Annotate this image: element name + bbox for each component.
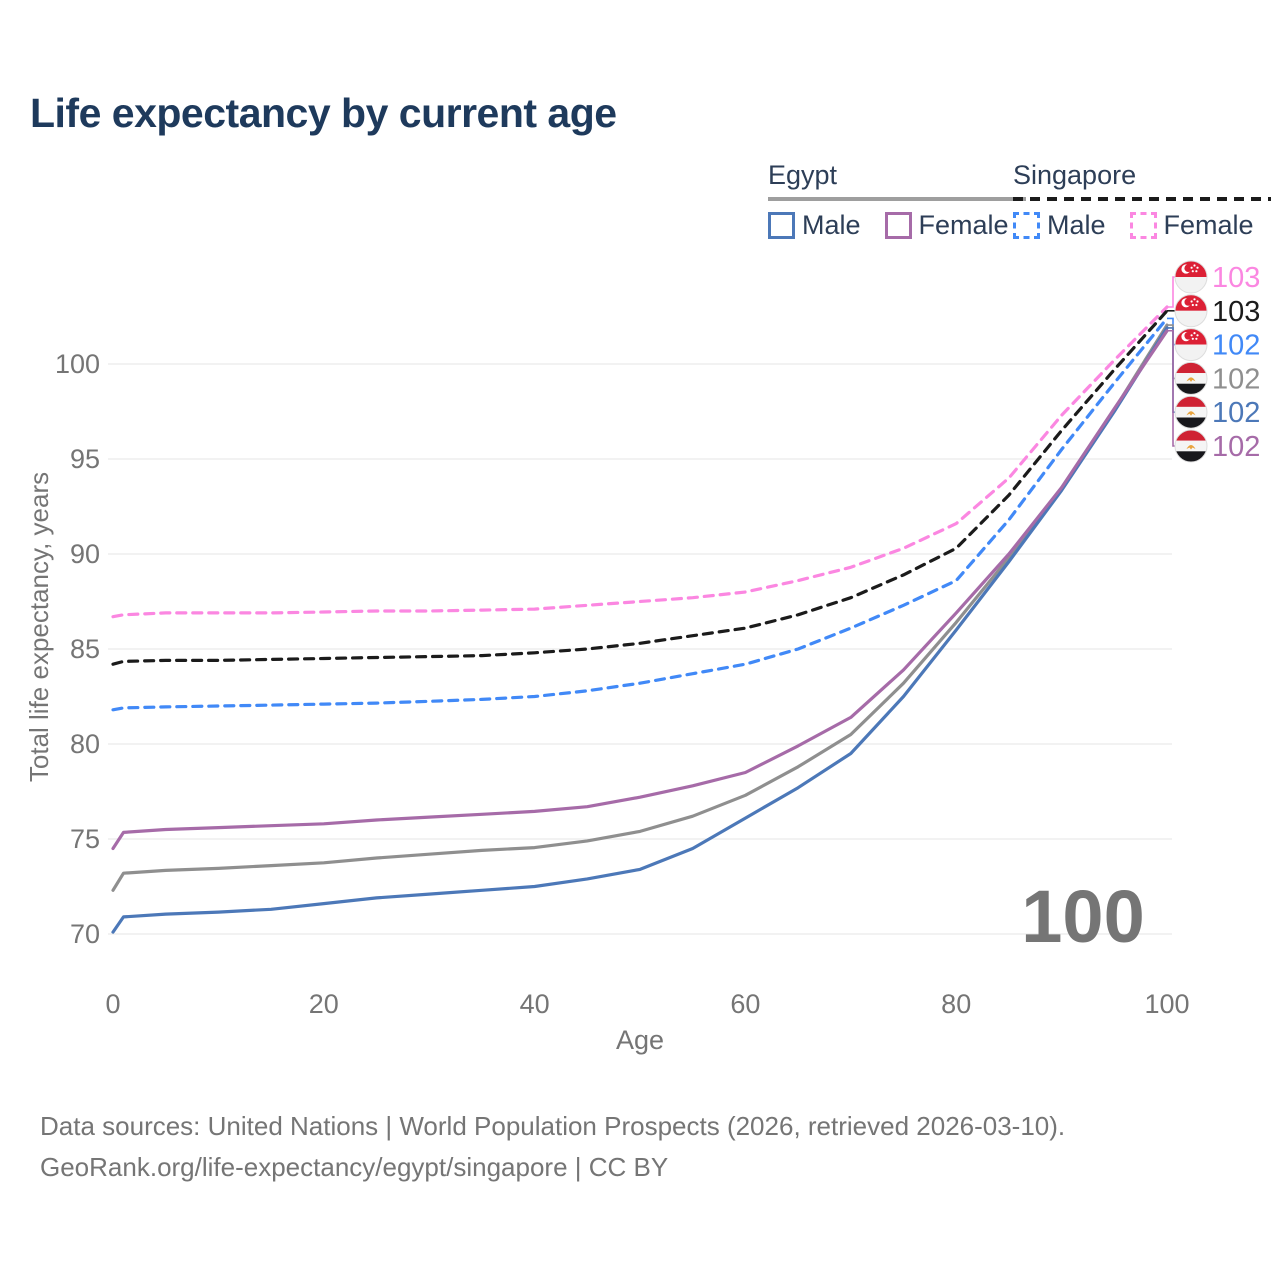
y-tick-label-95: 95 bbox=[70, 444, 100, 474]
y-tick-label-100: 100 bbox=[55, 349, 100, 379]
egypt-line-style-sample bbox=[768, 197, 1026, 201]
series-line-egypt-total[interactable] bbox=[111, 323, 1169, 892]
end-value-label-egypt-female: 102 bbox=[1212, 431, 1260, 463]
legend-heading-singapore: Singapore bbox=[1013, 160, 1137, 190]
x-tick-label-40: 40 bbox=[520, 989, 550, 1019]
flag-icon-eg bbox=[1174, 361, 1208, 395]
singapore-male-label: Male bbox=[1047, 210, 1106, 240]
hover-age-watermark: 100 bbox=[1021, 875, 1144, 958]
egypt-female-checkbox[interactable] bbox=[884, 212, 912, 239]
y-tick-label-90: 90 bbox=[70, 539, 100, 569]
legend-group-singapore: Singapore Male Female bbox=[1013, 160, 1271, 241]
end-label-connector bbox=[1167, 276, 1176, 308]
plot-area[interactable] bbox=[113, 300, 1167, 934]
flag-icon-eg bbox=[1174, 429, 1208, 463]
singapore-female-checkbox[interactable] bbox=[1129, 212, 1157, 239]
x-tick-label-20: 20 bbox=[309, 989, 339, 1019]
y-tick-label-85: 85 bbox=[70, 634, 100, 664]
singapore-male-checkbox[interactable] bbox=[1013, 212, 1040, 239]
series-line-egypt-male[interactable] bbox=[111, 326, 1169, 934]
x-tick-label-80: 80 bbox=[941, 989, 971, 1019]
egypt-male-label: Male bbox=[802, 210, 861, 240]
footer-attribution-line: GeoRank.org/life-expectancy/egypt/singap… bbox=[40, 1152, 669, 1182]
page-title: Life expectancy by current age bbox=[30, 90, 617, 136]
series-line-singapore-total[interactable] bbox=[111, 309, 1169, 666]
footer-sources-line: Data sources: United Nations | World Pop… bbox=[40, 1111, 1066, 1141]
legend-group-egypt: Egypt Male Female bbox=[768, 160, 1026, 241]
end-label-connector bbox=[1167, 329, 1176, 447]
series-line-singapore-female[interactable] bbox=[111, 305, 1169, 619]
y-tick-label-75: 75 bbox=[70, 824, 100, 854]
y-tick-label-70: 70 bbox=[70, 919, 100, 949]
end-label-connector bbox=[1167, 324, 1176, 380]
end-value-label-singapore-female: 103 bbox=[1212, 262, 1260, 294]
singapore-line-style-sample bbox=[1013, 197, 1271, 201]
data-source-footer: Data sources: United Nations | World Pop… bbox=[40, 1106, 1065, 1188]
flag-icon-eg bbox=[1174, 395, 1208, 429]
legend-heading-egypt: Egypt bbox=[768, 160, 838, 190]
end-value-label-singapore-total: 103 bbox=[1212, 296, 1260, 328]
x-tick-label-0: 0 bbox=[105, 989, 120, 1019]
x-tick-label-100: 100 bbox=[1144, 989, 1189, 1019]
x-tick-label-60: 60 bbox=[730, 989, 760, 1019]
y-axis-title: Total life expectancy, years bbox=[24, 472, 54, 782]
end-label-connector bbox=[1167, 327, 1176, 413]
legend: Egypt Male Female Singapore Male Female bbox=[0, 160, 1280, 240]
singapore-female-label: Female bbox=[1163, 210, 1254, 240]
flag-icon-sg bbox=[1174, 328, 1208, 362]
end-value-label-singapore-male: 102 bbox=[1212, 330, 1260, 362]
y-tick-label-80: 80 bbox=[70, 729, 100, 759]
end-value-label-egypt-male: 102 bbox=[1212, 397, 1260, 429]
egypt-female-label: Female bbox=[918, 210, 1009, 240]
flag-icon-sg bbox=[1174, 260, 1208, 294]
x-axis-title: Age bbox=[616, 1025, 664, 1055]
flag-icon-sg bbox=[1174, 294, 1208, 328]
series-line-egypt-female[interactable] bbox=[111, 329, 1169, 851]
end-value-label-egypt-total: 102 bbox=[1212, 363, 1260, 395]
egypt-male-checkbox[interactable] bbox=[768, 212, 795, 239]
series-line-singapore-male[interactable] bbox=[111, 316, 1169, 712]
